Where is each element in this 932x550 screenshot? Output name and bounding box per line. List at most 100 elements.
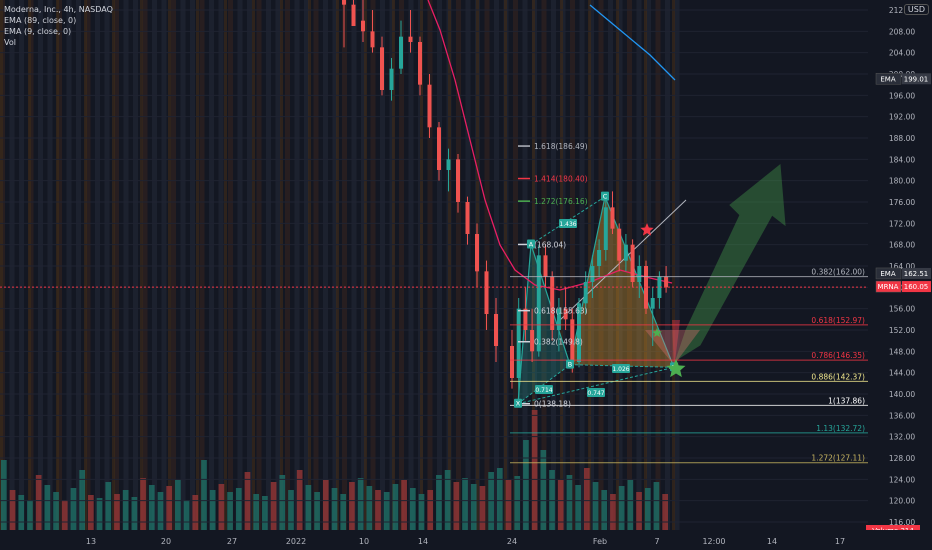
session-stripe (323, 0, 328, 530)
point-marker-box (514, 398, 522, 408)
session-stripe (627, 0, 632, 530)
session-stripe-orange (560, 0, 563, 530)
ratio-label: 0.747 (587, 390, 604, 397)
volume-bar (227, 492, 233, 530)
volume-bar (1, 460, 7, 530)
session-stripe-orange (532, 0, 535, 530)
volume-bar (349, 482, 355, 530)
ema-fast-line (427, 0, 673, 291)
candle-body (418, 42, 422, 85)
volume-bar (357, 478, 364, 530)
target-arrow-zone (675, 164, 786, 362)
fib-left-label: 0.618(155.63) (534, 307, 588, 316)
session-stripe (228, 0, 233, 530)
fib-left-label: 1.618(186.49) (534, 142, 588, 151)
ema-fast-legend[interactable]: EMA (9, close, 0) (4, 27, 72, 36)
session-stripe (342, 0, 347, 530)
volume-bar (18, 495, 25, 530)
candle-body (427, 84, 432, 128)
session-stripe (237, 0, 243, 530)
volume-bar (262, 496, 268, 530)
session-stripe (380, 0, 385, 530)
session-stripe (332, 0, 338, 530)
session-stripe (152, 0, 157, 530)
ratio-label: 1.026 (612, 366, 629, 373)
session-stripe (456, 0, 461, 530)
session-stripe (579, 0, 585, 530)
candle-body (399, 36, 403, 69)
time-tick-label: Feb (593, 537, 607, 546)
volume-bar (662, 494, 668, 530)
candle-body (475, 234, 479, 272)
volume-bar (279, 475, 286, 530)
volume-bar (235, 488, 242, 530)
volume-bar (444, 470, 451, 530)
session-stripe (361, 0, 366, 530)
price-tag-value-box (902, 73, 931, 85)
volume-bar (70, 488, 77, 530)
point-marker-box (527, 239, 535, 249)
candle-body (351, 4, 356, 27)
price-tick-label: 136.00 (889, 411, 915, 420)
candle-body (523, 308, 528, 330)
candle-body (603, 207, 608, 250)
session-stripe-orange (364, 0, 367, 530)
price-tag-name: EMA (880, 270, 895, 278)
time-tick-label: 14 (418, 537, 428, 546)
session-stripe (256, 0, 262, 530)
candle-body (637, 266, 642, 282)
candles-segment-2 (510, 191, 669, 405)
fib-level-label: 1.13(132.72) (816, 424, 865, 433)
session-stripe-orange (280, 0, 283, 530)
ema-slow-legend[interactable]: EMA (89, close, 0) (4, 16, 77, 25)
currency-button[interactable]: USD (903, 4, 929, 15)
time-tick-label: 10 (359, 537, 369, 546)
session-stripe-orange (224, 0, 227, 530)
candle-body (597, 250, 602, 266)
volume-bar (131, 497, 138, 530)
candle-body (389, 68, 394, 90)
chart-legend: Moderna, Inc., 4h, NASDAQ EMA (89, close… (4, 4, 113, 48)
volume-bar (383, 492, 390, 530)
volume-bar (314, 492, 320, 530)
session-stripe (199, 0, 205, 530)
symbol-title[interactable]: Moderna, Inc., 4h, NASDAQ (4, 5, 113, 14)
session-stripe (513, 0, 518, 530)
volume-bar (610, 494, 616, 530)
volume-bar (601, 490, 608, 530)
price-tag-name-box (875, 267, 902, 280)
fib-left-label: 0.382(149.8) (534, 338, 583, 347)
volume-bar (157, 492, 164, 530)
price-tag: MRNA 160.05 (875, 280, 931, 293)
point-marker-label: B (568, 361, 572, 369)
volume-bar (505, 480, 512, 530)
session-stripe (57, 0, 62, 530)
candle-body (630, 244, 635, 282)
session-stripe-orange (308, 0, 311, 530)
candle-body (590, 266, 595, 282)
volume-bar (409, 488, 416, 530)
price-tick-label: 192.00 (889, 113, 915, 122)
volume-legend[interactable]: Vol (4, 38, 16, 47)
session-stripe (171, 0, 176, 530)
price-tick-label: 120.00 (889, 497, 915, 506)
volume-bar (183, 500, 190, 530)
session-stripe (313, 0, 319, 530)
volume-bar (27, 500, 33, 530)
fib-left-label: (168.04) (534, 240, 566, 249)
fib-level-label: 0.618(152.97) (811, 316, 865, 325)
volume-bar (453, 482, 460, 530)
price-tick-label: 156.00 (889, 305, 915, 314)
volume-bar (653, 482, 660, 530)
volume-bar (436, 475, 442, 530)
session-stripe (142, 0, 148, 530)
price-tick-label: 132.00 (889, 433, 915, 442)
price-tick-label: 188.00 (889, 134, 915, 143)
volume-bar (192, 495, 199, 530)
time-tick-label: 12:00 (702, 537, 725, 546)
session-stripe (570, 0, 575, 530)
session-stripe (437, 0, 442, 530)
session-stripe (617, 0, 623, 530)
fib-level-label: 0.786(146.35) (811, 351, 865, 360)
